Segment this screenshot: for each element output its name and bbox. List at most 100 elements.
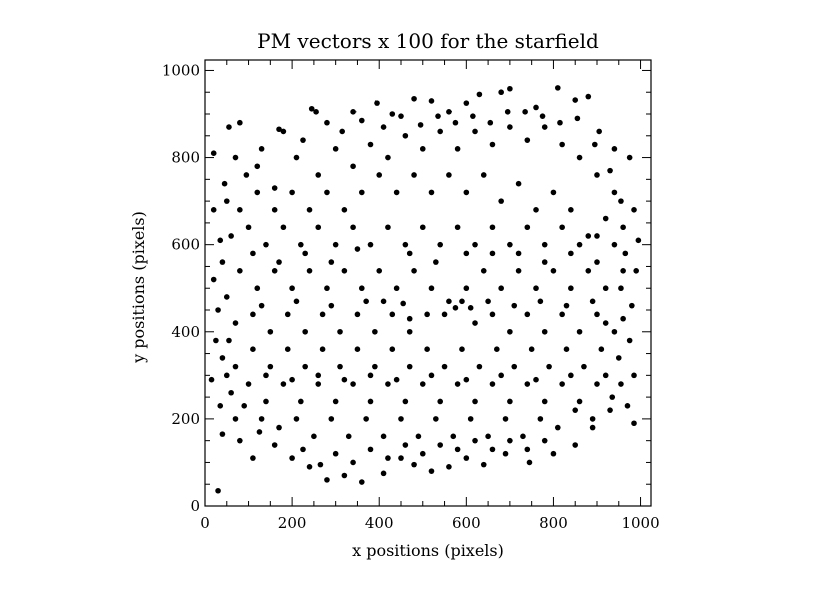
star-point [437, 398, 443, 405]
star-point [367, 372, 374, 379]
star-point [245, 381, 252, 387]
star-point [221, 180, 228, 187]
star-point [480, 172, 487, 178]
star-point [254, 285, 261, 292]
star-point [592, 141, 598, 148]
x-tick-label: 800 [539, 514, 568, 532]
star-point [437, 442, 443, 448]
star-point [324, 189, 330, 196]
tick-labels-group: 0 200 400 600 800 1000 0 200 400 600 800 1000 [162, 61, 660, 532]
star-point [533, 207, 539, 213]
star-point [341, 207, 348, 213]
star-point [276, 126, 282, 133]
star-point [406, 328, 413, 335]
star-point [324, 285, 330, 292]
star-point [581, 363, 587, 370]
star-point [263, 241, 269, 248]
star-point [498, 372, 504, 379]
star-point [589, 416, 596, 422]
star-point [611, 189, 618, 196]
star-point [367, 398, 374, 405]
star-point [219, 355, 226, 361]
star-point [498, 198, 504, 204]
star-point [539, 113, 546, 119]
star-point [629, 302, 635, 309]
star-point [223, 294, 230, 300]
star-point [284, 346, 291, 353]
star-point [568, 207, 574, 213]
star-point [300, 446, 306, 453]
star-point [315, 172, 322, 178]
star-point [594, 311, 600, 318]
star-point [254, 189, 261, 196]
star-point [350, 381, 356, 387]
axis-ticks-group [204, 60, 651, 507]
star-point [428, 468, 435, 474]
star-point [611, 241, 618, 248]
y-tick-label: 600 [171, 236, 200, 254]
star-point [454, 446, 461, 453]
star-point [472, 320, 478, 326]
star-point [476, 363, 483, 370]
star-point [324, 477, 330, 483]
star-point [372, 363, 378, 370]
star-point [568, 285, 574, 292]
star-point [400, 300, 406, 307]
star-point [446, 172, 452, 178]
star-point [226, 124, 232, 130]
star-point [267, 363, 274, 370]
star-point [559, 311, 565, 318]
star-point [267, 328, 274, 335]
star-point [620, 315, 626, 322]
star-point [515, 250, 522, 257]
star-point [467, 416, 474, 422]
star-point [393, 376, 400, 383]
star-point [271, 185, 278, 191]
star-point [254, 163, 261, 170]
star-point [498, 89, 504, 96]
star-point [241, 403, 247, 409]
star-point [354, 346, 361, 353]
star-point [311, 433, 317, 440]
star-point [596, 128, 602, 135]
star-point [559, 381, 565, 387]
star-point [243, 172, 250, 178]
star-point [507, 398, 513, 405]
star-point [631, 372, 637, 379]
star-point [350, 109, 356, 115]
star-point [554, 424, 561, 431]
star-point [376, 268, 383, 274]
star-point [550, 450, 557, 457]
star-point [228, 233, 234, 239]
star-point [559, 224, 565, 231]
star-point [302, 328, 308, 335]
star-point [459, 298, 465, 305]
star-point [467, 305, 474, 311]
star-point [541, 398, 548, 405]
star-point [515, 268, 522, 274]
star-point [489, 446, 496, 453]
star-point [315, 372, 322, 379]
star-point [480, 268, 487, 274]
star-point [454, 146, 461, 152]
star-point [533, 104, 539, 111]
star-point [263, 398, 269, 405]
y-tick-label: 800 [171, 149, 200, 167]
star-point [633, 268, 639, 274]
star-point [237, 268, 243, 274]
star-point [363, 416, 369, 422]
star-point [433, 259, 439, 265]
star-point [433, 416, 439, 422]
star-point [385, 154, 391, 161]
star-point [215, 487, 221, 494]
star-point [298, 241, 304, 248]
star-point [620, 268, 626, 274]
star-point [428, 372, 435, 379]
star-point [358, 479, 365, 485]
star-point [276, 424, 282, 431]
star-point [258, 146, 265, 152]
star-point [419, 381, 426, 387]
star-point [372, 328, 378, 335]
star-point [223, 372, 230, 379]
